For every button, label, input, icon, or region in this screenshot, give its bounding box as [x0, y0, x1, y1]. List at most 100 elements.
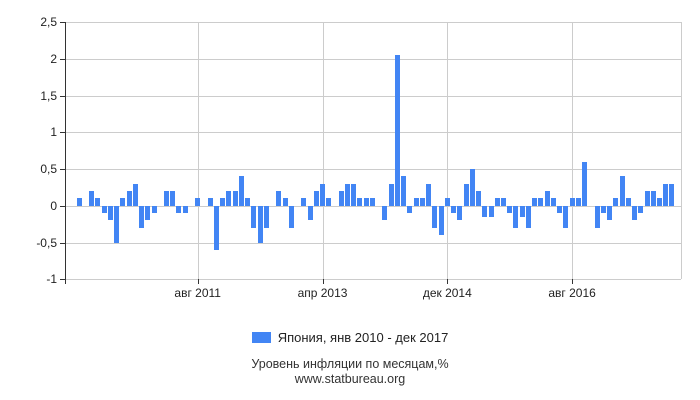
bar[interactable]	[344, 183, 350, 206]
bar[interactable]	[569, 198, 575, 206]
bar[interactable]	[207, 198, 213, 206]
bar[interactable]	[282, 198, 288, 206]
bar[interactable]	[357, 198, 363, 206]
bar[interactable]	[326, 198, 332, 206]
bar[interactable]	[182, 205, 188, 214]
bar[interactable]	[619, 176, 625, 206]
bar[interactable]	[320, 183, 325, 206]
bar[interactable]	[132, 183, 138, 206]
bar[interactable]	[525, 205, 531, 228]
bar[interactable]	[164, 191, 169, 206]
bar[interactable]	[607, 205, 612, 221]
bar[interactable]	[638, 205, 644, 214]
bar[interactable]	[220, 198, 226, 206]
bar[interactable]	[394, 55, 400, 206]
bar[interactable]	[401, 176, 407, 206]
bar[interactable]	[625, 198, 631, 206]
x-tick-label: авг 2016	[548, 286, 596, 301]
bar[interactable]	[407, 205, 413, 214]
bar[interactable]	[507, 205, 513, 214]
bar[interactable]	[657, 198, 662, 206]
bar[interactable]	[438, 205, 444, 236]
bar[interactable]	[544, 191, 550, 206]
bar[interactable]	[89, 191, 95, 206]
bar[interactable]	[120, 198, 126, 206]
bar[interactable]	[413, 198, 419, 206]
bar[interactable]	[451, 205, 456, 214]
x-tick-mark	[572, 279, 574, 285]
bar[interactable]	[338, 191, 344, 206]
bar[interactable]	[519, 205, 525, 217]
bar[interactable]	[176, 205, 182, 214]
y-tick-mark	[60, 58, 65, 60]
bar[interactable]	[126, 191, 132, 206]
bar[interactable]	[432, 205, 438, 228]
bar[interactable]	[419, 198, 425, 206]
bar[interactable]	[582, 161, 588, 206]
bar[interactable]	[276, 191, 282, 206]
bar[interactable]	[139, 205, 144, 228]
bar[interactable]	[644, 191, 650, 206]
bar[interactable]	[613, 198, 619, 206]
bar[interactable]	[669, 183, 675, 206]
y-tick-mark	[60, 95, 65, 97]
x-tick-label: апр 2013	[297, 286, 348, 301]
bar[interactable]	[213, 205, 219, 250]
bar[interactable]	[457, 205, 463, 221]
x-tick-mark	[197, 279, 199, 285]
bar[interactable]	[550, 198, 556, 206]
bar[interactable]	[369, 198, 375, 206]
y-gridline	[65, 58, 681, 60]
bar[interactable]	[444, 198, 450, 206]
bar[interactable]	[650, 191, 656, 206]
bar[interactable]	[170, 191, 176, 206]
bar[interactable]	[600, 205, 606, 214]
footer-title: Уровень инфляции по месяцам,%	[251, 357, 449, 371]
bar[interactable]	[557, 205, 563, 214]
bar[interactable]	[114, 205, 119, 243]
bar[interactable]	[538, 198, 544, 206]
bar[interactable]	[663, 183, 669, 206]
bar[interactable]	[238, 176, 244, 206]
bar[interactable]	[76, 198, 82, 206]
bar[interactable]	[513, 205, 519, 228]
bar[interactable]	[494, 198, 500, 206]
bar[interactable]	[632, 205, 637, 221]
bar[interactable]	[351, 183, 357, 206]
bar[interactable]	[101, 205, 107, 214]
bar[interactable]	[107, 205, 113, 221]
bar[interactable]	[226, 191, 232, 206]
bar[interactable]	[594, 205, 600, 228]
bar[interactable]	[263, 205, 269, 228]
bar[interactable]	[151, 205, 157, 214]
bar[interactable]	[388, 183, 394, 206]
bar[interactable]	[301, 198, 307, 206]
y-tick-label: 1	[50, 125, 57, 140]
bar[interactable]	[251, 205, 257, 228]
bar[interactable]	[195, 198, 201, 206]
bar[interactable]	[426, 183, 432, 206]
bar[interactable]	[95, 198, 101, 206]
bar[interactable]	[575, 198, 581, 206]
bar[interactable]	[307, 205, 313, 221]
y-gridline	[65, 22, 681, 23]
bar[interactable]	[563, 205, 569, 228]
bar[interactable]	[232, 191, 238, 206]
bar[interactable]	[476, 191, 481, 206]
x-gridline	[197, 22, 199, 280]
bar[interactable]	[463, 183, 469, 206]
bar[interactable]	[313, 191, 319, 206]
bar[interactable]	[145, 205, 151, 221]
bar[interactable]	[501, 198, 506, 206]
bar[interactable]	[288, 205, 294, 228]
bar[interactable]	[469, 169, 475, 206]
bar[interactable]	[257, 205, 263, 243]
bar[interactable]	[363, 198, 369, 206]
bar[interactable]	[532, 198, 538, 206]
bar[interactable]	[245, 198, 251, 206]
x-tick-label: авг 2011	[174, 286, 221, 301]
bar[interactable]	[482, 205, 488, 217]
bar[interactable]	[488, 205, 494, 217]
bar[interactable]	[382, 205, 388, 221]
